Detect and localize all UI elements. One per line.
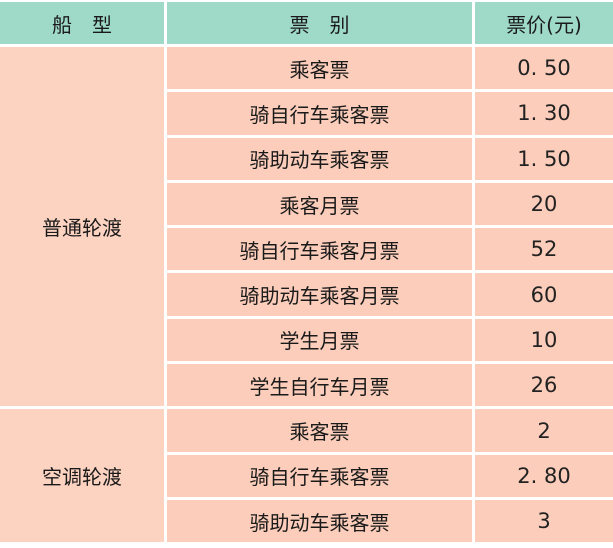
price-cell: 1. 50	[475, 137, 613, 180]
ticket-type-cell: 骑自行车乘客月票	[167, 228, 472, 271]
ticket-type-cell: 骑自行车乘客票	[167, 92, 472, 135]
ticket-type-cell: 乘客月票	[167, 182, 472, 226]
ship-type-cell: 空调轮渡	[0, 409, 164, 543]
table-row: 骑助动车乘客票 3	[0, 499, 613, 543]
price-cell: 52	[475, 228, 613, 271]
table-row: 学生自行车月票 26	[0, 364, 613, 407]
table-row: 空调轮渡 乘客票 2	[0, 409, 613, 543]
table-row: 骑自行车乘客票 1. 30	[0, 92, 613, 135]
table-row: 骑助动车乘客月票 60	[0, 273, 613, 316]
header-price: 票价(元)	[475, 2, 613, 44]
price-cell: 60	[475, 273, 613, 316]
table-row: 普通轮渡 乘客票 0. 50	[0, 47, 613, 407]
table-row: 乘客月票 20	[0, 182, 613, 226]
ship-type-cell: 普通轮渡	[0, 47, 164, 407]
table-row: 学生月票 10	[0, 318, 613, 362]
price-cell: 2. 80	[475, 454, 613, 497]
table-row: 骑自行车乘客票 2. 80	[0, 454, 613, 497]
price-cell: 20	[475, 182, 613, 226]
price-cell: 3	[475, 499, 613, 543]
ticket-type-cell: 骑自行车乘客票	[167, 454, 472, 497]
price-cell: 26	[475, 364, 613, 407]
header-ship-type: 船 型	[0, 2, 164, 44]
table-row: 骑自行车乘客月票 52	[0, 228, 613, 271]
header-ticket-type: 票 别	[167, 2, 472, 44]
ticket-type-cell: 乘客票	[167, 409, 472, 452]
ticket-type-cell: 骑助动车乘客票	[167, 499, 472, 543]
price-cell: 2	[475, 409, 613, 452]
ticket-type-cell: 学生月票	[167, 318, 472, 362]
price-cell: 10	[475, 318, 613, 362]
ticket-type-cell: 骑助动车乘客月票	[167, 273, 472, 316]
price-cell: 1. 30	[475, 92, 613, 135]
ticket-type-cell: 乘客票	[167, 47, 472, 90]
ticket-type-cell: 骑助动车乘客票	[167, 137, 472, 180]
price-cell: 0. 50	[475, 47, 613, 90]
header-row: 船 型 票 别 票价(元)	[0, 2, 613, 44]
ticket-type-cell: 学生自行车月票	[167, 364, 472, 407]
table-row: 骑助动车乘客票 1. 50	[0, 137, 613, 180]
